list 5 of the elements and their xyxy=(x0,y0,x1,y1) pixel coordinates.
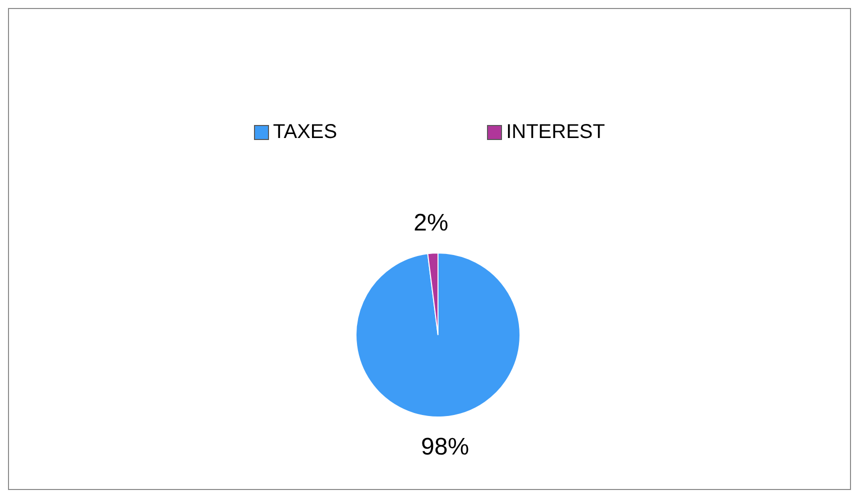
legend-label: TAXES xyxy=(273,121,338,144)
data-label: 98% xyxy=(421,433,470,460)
legend-label: INTEREST xyxy=(506,121,605,144)
data-label: 2% xyxy=(414,210,448,237)
pie-slice xyxy=(356,252,520,418)
